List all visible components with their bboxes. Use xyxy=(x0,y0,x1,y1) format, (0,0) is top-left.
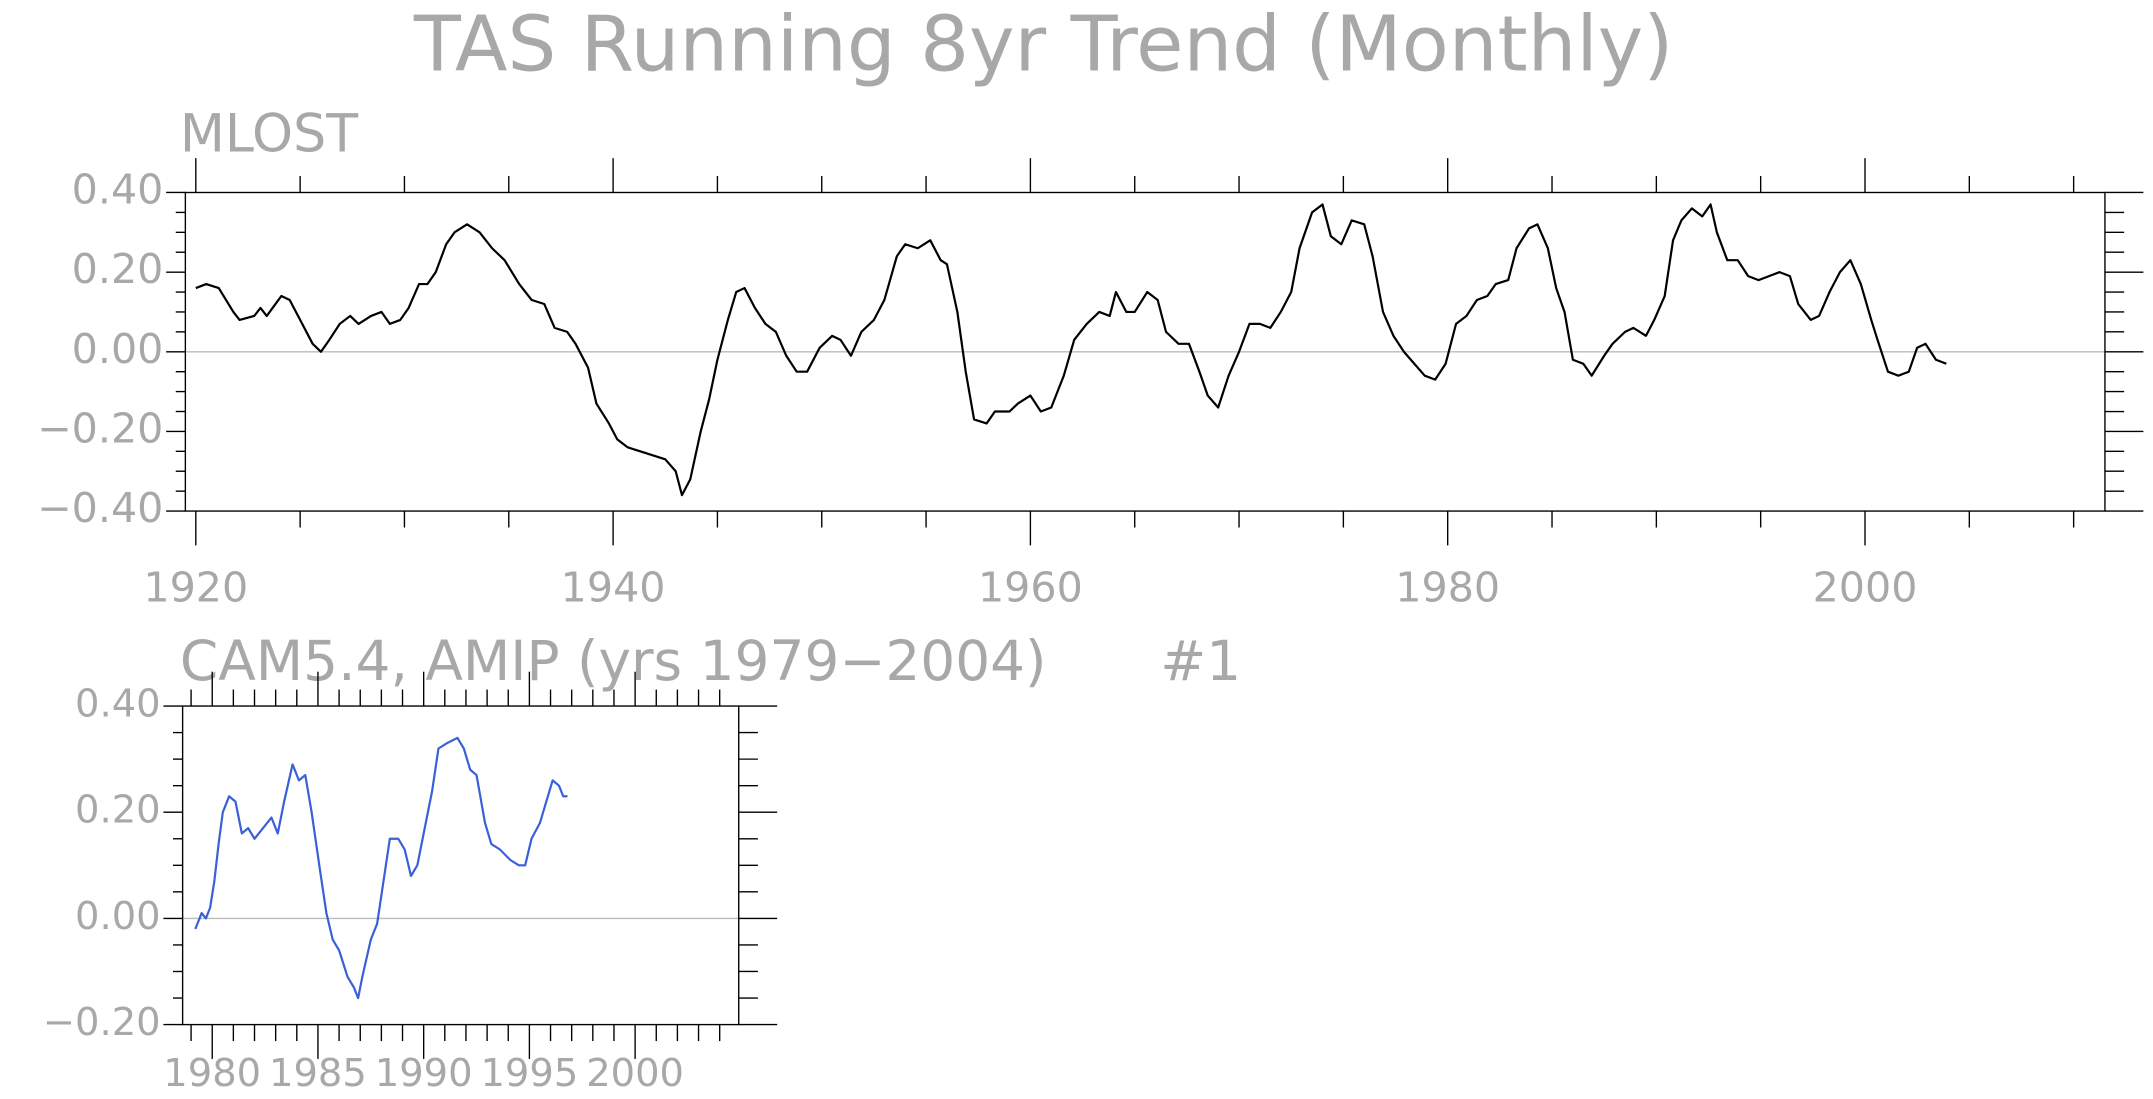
panel-subtitle: CAM5.4, AMIP (yrs 1979−2004) xyxy=(180,629,1047,693)
y-tick-label: 0.40 xyxy=(75,682,161,727)
x-tick-label: 1985 xyxy=(269,1051,367,1096)
data-line xyxy=(194,736,568,1000)
x-tick-label: 1990 xyxy=(375,1051,473,1096)
x-tick-label: 1980 xyxy=(163,1051,261,1096)
y-tick-label: −0.40 xyxy=(37,484,163,532)
data-line xyxy=(195,203,1947,497)
y-tick-label: −0.20 xyxy=(43,1000,161,1045)
y-tick-label: 0.20 xyxy=(75,788,161,833)
x-tick-label: 1940 xyxy=(561,564,666,612)
plot-frame xyxy=(181,705,740,1026)
x-tick-label: 1980 xyxy=(1395,564,1500,612)
y-tick-label: 0.40 xyxy=(72,165,164,213)
y-tick-label: 0.00 xyxy=(72,325,164,373)
y-tick-label: 0.20 xyxy=(72,245,164,293)
x-tick-label: 1920 xyxy=(143,564,248,612)
y-tick-label: −0.20 xyxy=(37,404,163,452)
panel-subtitle: MLOST xyxy=(180,105,359,165)
x-tick-label: 1960 xyxy=(978,564,1083,612)
x-tick-label: 2000 xyxy=(586,1051,684,1096)
x-tick-label: 2000 xyxy=(1813,564,1918,612)
figure-title: TAS Running 8yr Trend (Monthly) xyxy=(413,1,1673,90)
y-tick-label: 0.00 xyxy=(75,894,161,939)
panel-annotation: #1 xyxy=(1160,629,1241,693)
x-tick-label: 1995 xyxy=(480,1051,578,1096)
